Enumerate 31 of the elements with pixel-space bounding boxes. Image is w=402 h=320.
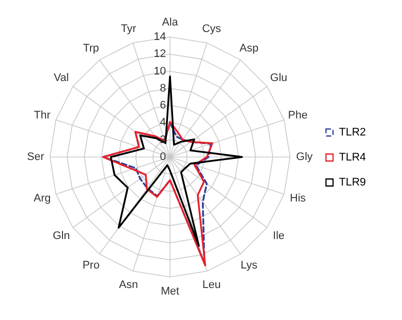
spoke-label: His <box>290 192 306 205</box>
y-tick-label: 14 <box>154 31 166 43</box>
spoke-label: Ser <box>27 151 44 163</box>
spoke-label: Asn <box>118 278 138 291</box>
y-tick-label: 0 <box>160 151 166 163</box>
spoke-label: Glu <box>270 72 288 84</box>
y-tick-label: 4 <box>160 116 166 129</box>
y-tick-label: 6 <box>160 100 166 112</box>
y-tick-label: 10 <box>154 65 166 78</box>
spoke-label: Cys <box>202 23 222 36</box>
spoke-label: Met <box>160 285 180 298</box>
spoke-label: Arg <box>34 192 51 205</box>
spoke-label: Thr <box>34 109 51 122</box>
legend-label: TLR9 <box>339 176 366 188</box>
y-tick-label: 12 <box>154 48 166 60</box>
legend-label: TLR4 <box>339 152 366 164</box>
spoke-label: Val <box>54 72 69 84</box>
spoke-label: Leu <box>202 278 221 291</box>
legend-label: TLR2 <box>339 126 366 138</box>
y-tick-label: 2 <box>160 134 166 146</box>
spoke-label: Asp <box>240 42 258 54</box>
y-tick-label: 8 <box>160 82 166 94</box>
spoke-label: Lys <box>240 260 258 272</box>
spoke-label: Gly <box>296 151 314 163</box>
spoke-label: Trp <box>82 42 100 54</box>
spoke-label: Ala <box>162 16 179 29</box>
spoke-label: Tyr <box>120 23 136 36</box>
spoke-label: Ile <box>272 230 285 242</box>
spoke-label: Pro <box>82 260 100 272</box>
spoke-label: Gln <box>52 230 70 242</box>
spoke-label: Phe <box>288 109 308 122</box>
